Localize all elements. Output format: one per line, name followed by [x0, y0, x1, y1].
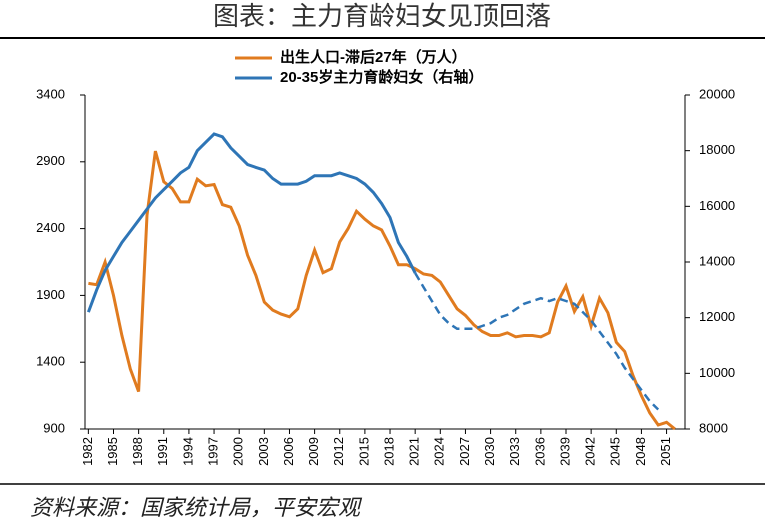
x-tick-label: 2027 [457, 437, 472, 466]
source: 资料来源：国家统计局，平安宏观 [30, 495, 363, 520]
x-tick-label: 2006 [281, 437, 296, 466]
y-tick-label: 2900 [36, 153, 65, 168]
x-tick-label: 2048 [633, 437, 648, 466]
x-tick-label: 2009 [306, 437, 321, 466]
y-tick-label: 1900 [36, 287, 65, 302]
y2-tick-label: 16000 [699, 198, 735, 213]
legend-label: 出生人口-滞后27年（万人） [280, 48, 467, 66]
x-tick-label: 2045 [608, 437, 623, 466]
series-line [86, 132, 417, 313]
x-tick-label: 2030 [482, 437, 497, 466]
y-tick-label: 3400 [36, 86, 65, 101]
projected-line [414, 272, 660, 411]
chart-title: 图表：主力育龄妇女见顶回落 [213, 1, 551, 31]
x-tick-label: 2039 [557, 437, 572, 466]
x-tick-label: 2033 [507, 437, 522, 466]
x-tick-label: 2015 [356, 437, 371, 466]
y2-tick-label: 8000 [699, 420, 728, 435]
y2-tick-label: 12000 [699, 309, 735, 324]
y2-tick-label: 14000 [699, 253, 735, 268]
x-tick-label: 1985 [105, 437, 120, 466]
x-tick-label: 2018 [381, 437, 396, 466]
x-tick-label: 1982 [80, 437, 95, 466]
x-tick-label: 2003 [256, 437, 271, 466]
y2-tick-label: 20000 [699, 86, 735, 101]
y-tick-label: 2400 [36, 220, 65, 235]
y2-tick-label: 18000 [699, 142, 735, 157]
x-tick-label: 2042 [583, 437, 598, 466]
x-tick-label: 2000 [231, 437, 246, 466]
y2-tick-label: 10000 [699, 365, 735, 380]
x-tick-label: 2024 [432, 437, 447, 466]
series-line [88, 150, 676, 431]
x-tick-label: 1997 [205, 437, 220, 466]
x-tick-label: 1988 [130, 437, 145, 466]
x-tick-label: 1994 [180, 437, 195, 466]
y-tick-label: 1400 [36, 354, 65, 369]
x-tick-label: 1991 [155, 437, 170, 466]
y-tick-label: 900 [43, 420, 65, 435]
x-tick-label: 2051 [658, 437, 673, 466]
legend-label: 20-35岁主力育龄妇女（右轴） [280, 68, 483, 86]
x-tick-label: 2021 [407, 437, 422, 466]
x-tick-label: 2036 [532, 437, 547, 466]
x-tick-label: 2012 [331, 437, 346, 466]
